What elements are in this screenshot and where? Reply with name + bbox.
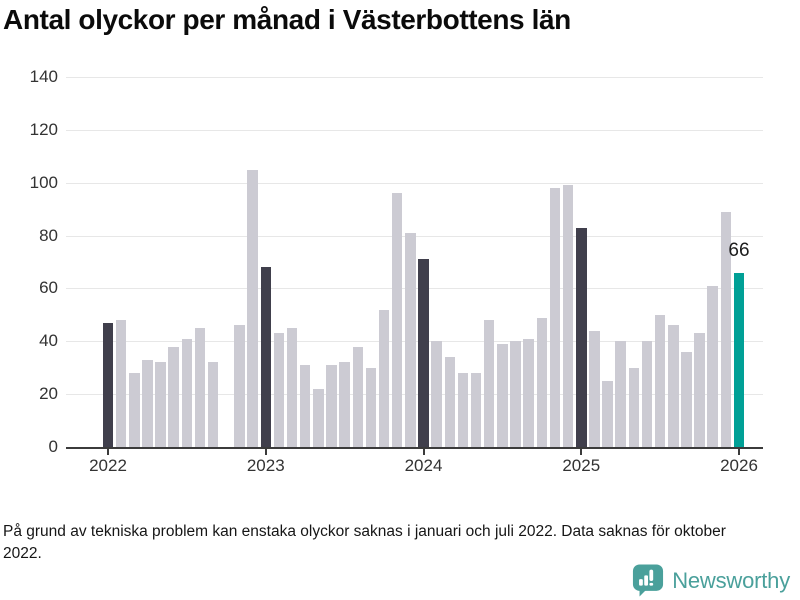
bar-2024-07 (497, 343, 508, 447)
bar-2022-08 (194, 328, 206, 447)
bar-2024-10 (536, 317, 548, 447)
axis-tick-2023 (264, 449, 267, 455)
bar-2024-06 (483, 320, 495, 447)
plot-area (66, 77, 763, 449)
bar-2026-01 (733, 272, 745, 447)
bar-2025-02 (589, 330, 600, 447)
bar-2023-09 (365, 367, 377, 447)
bar-2022-12 (247, 169, 258, 447)
x-axis-label-2022: 2022 (89, 456, 127, 475)
bar-2022-01 (102, 322, 114, 447)
newsworthy-speech-bubble-chart-icon (633, 564, 664, 597)
bar-2024-09 (523, 338, 534, 447)
y-axis-label-20: 20 (39, 384, 58, 404)
x-axis-label-2025: 2025 (562, 456, 601, 475)
bar-2023-05 (313, 388, 324, 447)
brand-logo: Newsworthy (632, 563, 790, 598)
bar-2022-09 (207, 362, 219, 447)
bar-2023-04 (299, 365, 311, 447)
x-axis-label-2023: 2023 (246, 456, 285, 475)
bar-2024-04 (457, 373, 469, 447)
bar-2023-10 (378, 309, 390, 447)
axis-tick-2024 (422, 449, 425, 455)
y-axis-label-0: 0 (48, 437, 58, 456)
bar-2025-11 (707, 285, 718, 447)
bar-2024-05 (470, 373, 482, 447)
y-axis-label-140: 140 (29, 67, 58, 86)
bar-2025-09 (681, 351, 692, 447)
value-annotation: 66 (728, 240, 750, 261)
bar-2022-07 (181, 338, 193, 447)
bar-2022-05 (155, 362, 166, 447)
bar-2024-02 (431, 341, 442, 447)
bar-2025-05 (628, 367, 640, 447)
bar-2023-03 (286, 328, 298, 447)
bar-2022-03 (129, 373, 140, 447)
bar-2025-03 (602, 380, 613, 447)
footnote: På grund av tekniska problem kan enstaka… (3, 523, 726, 562)
axis-tick-2025 (580, 449, 583, 455)
bar-2025-08 (668, 325, 679, 447)
y-axis-label-40: 40 (39, 331, 58, 351)
bar-2023-07 (339, 362, 350, 447)
y-axis-label-60: 60 (39, 278, 58, 298)
bar-2023-02 (273, 333, 285, 447)
bar-2023-01 (260, 267, 271, 447)
bar-2025-06 (641, 341, 653, 447)
bar-2024-03 (444, 357, 456, 447)
bar-2024-08 (510, 341, 521, 447)
bar-2025-04 (615, 341, 626, 447)
axis-tick-2022 (107, 449, 109, 455)
bar-2023-12 (405, 232, 416, 447)
bar-2025-01 (576, 227, 587, 447)
bar-chart: 66 0 20 40 60 80 100 120 140 2022 2023 2024 2025 202… (29, 67, 763, 475)
y-axis-label-80: 80 (39, 225, 58, 245)
bar-2025-10 (694, 333, 705, 447)
bar-2024-01 (418, 259, 429, 447)
brand-name: Newsworthy (672, 567, 790, 593)
bar-2023-08 (352, 346, 364, 447)
bar-2022-02 (115, 320, 127, 447)
y-axis-label-120: 120 (29, 119, 58, 139)
gridline-120 (66, 129, 763, 131)
chart-title: Antal olyckor per månad i Västerbottens … (3, 4, 571, 35)
gridline-100 (66, 182, 763, 184)
bar-2022-04 (142, 359, 153, 447)
bar-2022-06 (168, 346, 179, 447)
bar-2022-11 (234, 325, 245, 447)
bar-2023-06 (326, 365, 337, 447)
axis-tick-2026 (738, 449, 740, 455)
bar-2025-07 (654, 314, 666, 447)
x-axis-label-2024: 2024 (404, 456, 443, 475)
x-axis-label-2026: 2026 (720, 456, 758, 475)
bar-2025-12 (720, 211, 732, 447)
bar-2023-11 (391, 193, 403, 447)
gridline-140 (66, 77, 763, 78)
y-axis-label-100: 100 (29, 172, 58, 192)
bar-2024-12 (562, 185, 574, 447)
bar-2024-11 (549, 188, 561, 447)
